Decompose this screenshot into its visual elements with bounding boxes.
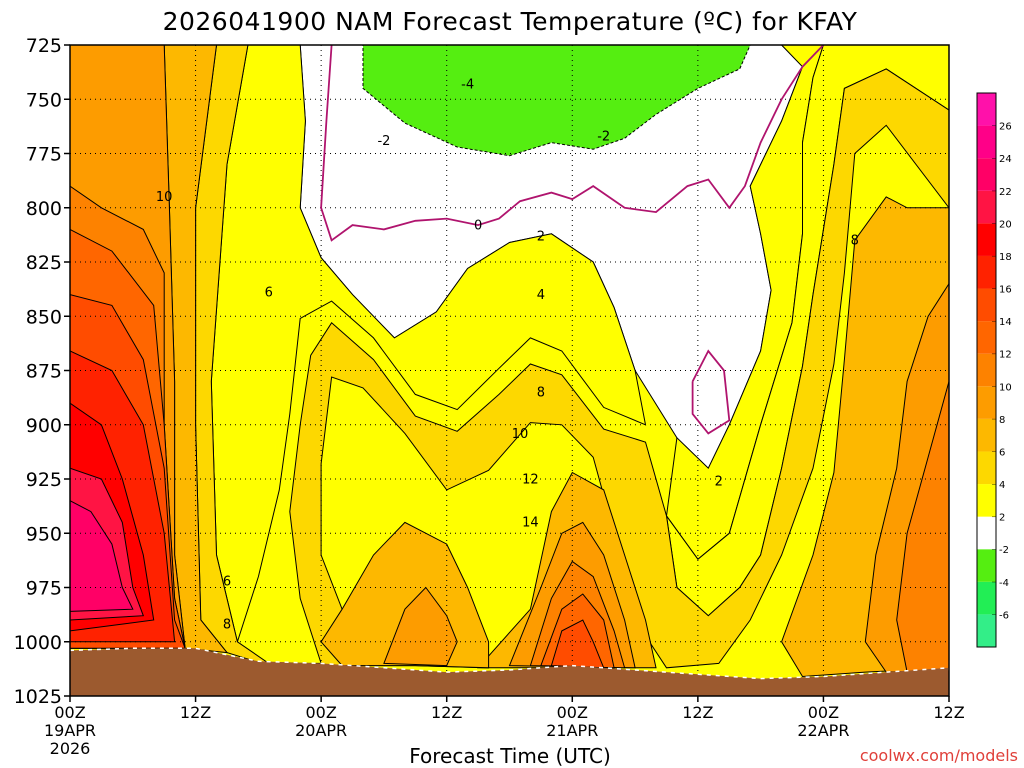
y-tick-label: 775 <box>26 144 62 166</box>
terrain-below-surface <box>70 647 949 696</box>
colorbar-tick-label: 26 <box>999 122 1012 133</box>
x-tick-date: 19APR <box>44 721 96 740</box>
contour-label: 8 <box>537 386 545 401</box>
colorbar-tick-label: 2 <box>999 513 1005 524</box>
y-tick-label: 900 <box>26 415 62 437</box>
colorbar-swatch <box>977 158 996 191</box>
x-tick-label: 00Z <box>305 703 336 722</box>
colorbar-swatch <box>977 353 996 387</box>
plot-area: 10 6 6 8 -4 -2 -2 0 2 4 8 10 12 14 2 8 <box>70 45 949 696</box>
contour-labels: 10 6 6 8 -4 -2 -2 0 2 4 8 10 12 14 2 8 <box>156 77 859 632</box>
colorbar-frame <box>976 92 997 648</box>
contour-label: 10 <box>156 190 173 205</box>
x-tick-label: 00Z <box>808 703 839 722</box>
x-tick-year: 2026 <box>50 739 91 758</box>
y-tick-label: 800 <box>26 198 62 220</box>
contour-label: -2 <box>377 134 390 149</box>
colorbar-swatch <box>977 451 996 485</box>
region-yellow-west <box>210 45 647 644</box>
colorbar-tick-label: 8 <box>999 415 1005 426</box>
colorbar-swatch <box>977 125 996 159</box>
x-tick-label: 12Z <box>180 703 211 722</box>
colorbar-swatch <box>977 190 996 224</box>
colorbar-tick-label: 12 <box>999 350 1012 361</box>
colorbar-tick-label: 22 <box>999 187 1012 198</box>
contour-label: -2 <box>597 129 610 144</box>
x-tick-date: 21APR <box>546 721 598 740</box>
credit-link[interactable]: coolwx.com/models <box>860 746 1018 765</box>
x-tick-label: 12Z <box>431 703 462 722</box>
y-tick-label: 1000 <box>14 632 62 654</box>
y-tick-label: 975 <box>26 578 62 600</box>
x-tick-label: 12Z <box>682 703 713 722</box>
y-tick-label: 750 <box>26 89 62 111</box>
colorbar-swatch <box>977 614 996 647</box>
region-p24-left <box>70 500 134 612</box>
colorbar-tick-label: 16 <box>999 285 1012 296</box>
colorbar-swatch <box>977 418 996 452</box>
colorbar-tick-label: -2 <box>999 545 1009 556</box>
temperature-fill-layer <box>70 45 949 696</box>
colorbar-swatch <box>977 581 996 615</box>
colorbar-swatch <box>977 93 996 126</box>
x-tick-label: 00Z <box>557 703 588 722</box>
colorbar-swatch <box>977 386 996 419</box>
y-tick-label: 850 <box>26 306 62 328</box>
colorbar-swatch <box>977 549 996 582</box>
colorbar-swatch <box>977 288 996 322</box>
contour-label: 6 <box>223 574 231 589</box>
contour-label: 8 <box>223 618 231 633</box>
contour-label: 12 <box>522 472 539 487</box>
x-axis-title: Forecast Time (UTC) <box>409 744 611 768</box>
x-tick-label: 12Z <box>933 703 964 722</box>
y-tick-label: 725 <box>26 35 62 57</box>
x-tick-date: 22APR <box>797 721 849 740</box>
isotherm-0c-line <box>320 45 825 242</box>
colorbar-tick-label: -4 <box>999 578 1009 589</box>
colorbar-tick-label: 4 <box>999 480 1005 491</box>
region-o12-right <box>896 381 949 673</box>
y-tick-label: 925 <box>26 469 62 491</box>
y-tick-label: 875 <box>26 361 62 383</box>
y-tick-label: 825 <box>26 252 62 274</box>
colorbar-swatch <box>977 255 996 289</box>
colorbar-tick-label: 24 <box>999 154 1012 165</box>
isotherm-lines <box>320 45 825 435</box>
contour-label: 0 <box>474 218 482 233</box>
colorbar-tick-label: -6 <box>999 610 1009 621</box>
contour-label: 8 <box>851 234 859 249</box>
contour-label: 4 <box>537 288 545 303</box>
colorbar-tick-label: 20 <box>999 219 1012 230</box>
contour-label: 6 <box>265 286 273 301</box>
contour-label: 2 <box>537 229 545 244</box>
region-green-zone <box>362 45 751 157</box>
colorbar-tick-label: 14 <box>999 317 1012 328</box>
colorbar-swatch <box>977 484 996 517</box>
contour-label: -4 <box>461 77 474 92</box>
colorbar-tick-label: 18 <box>999 252 1012 263</box>
contour-label: 10 <box>512 427 529 442</box>
colorbar-swatch <box>977 321 996 354</box>
y-tick-label: 1025 <box>14 686 62 708</box>
y-axis-pressure: 725 750 775 800 825 850 875 900 925 950 975 1000 102… <box>14 35 70 708</box>
contour-label: 2 <box>715 475 723 490</box>
isotherm-0c-line <box>691 349 731 435</box>
contour-label: 14 <box>522 516 539 531</box>
colorbar-tick-label: 6 <box>999 447 1005 458</box>
x-tick-date: 20APR <box>295 721 347 740</box>
colorbar-swatch <box>977 223 996 256</box>
x-tick-label: 00Z <box>54 703 85 722</box>
colorbar-tick-label: 10 <box>999 382 1012 393</box>
chart-title: 2026041900 NAM Forecast Temperature (ºC)… <box>163 7 858 36</box>
y-tick-label: 950 <box>26 523 62 545</box>
colorbar-swatch <box>977 516 996 550</box>
